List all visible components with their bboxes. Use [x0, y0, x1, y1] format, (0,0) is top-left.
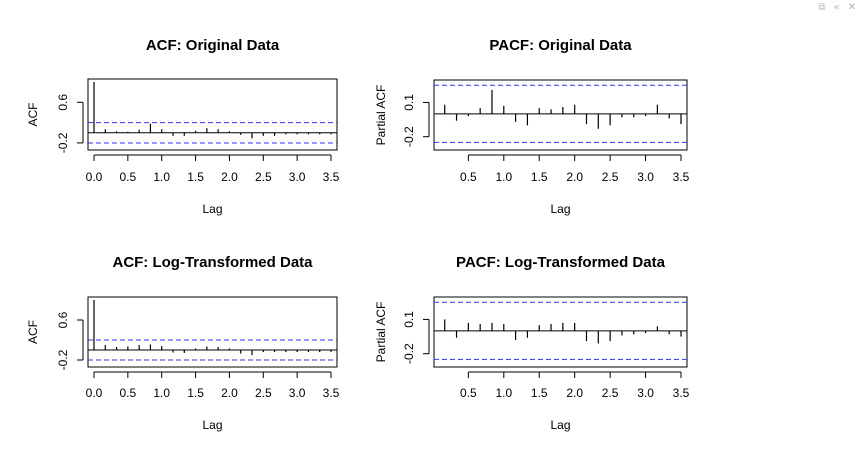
- acf-log-x-tick-label: 2.0: [221, 386, 238, 400]
- pacf-log-x-tick-label: 2.5: [602, 386, 619, 400]
- pacf-log-x-tick-label: 3.0: [637, 386, 654, 400]
- acf-original-x-tick-label: 0.0: [86, 170, 103, 184]
- acf-log-panel: ACF: Log-Transformed Data 0.0 0.5 1.0 1.5 2.0…: [26, 254, 340, 432]
- acf-log-y-tick-label: -0.2: [56, 349, 70, 370]
- pacf-log-x-tick-label: 2.0: [566, 386, 583, 400]
- acf-original-x-tick-label: 2.0: [221, 170, 238, 184]
- pacf-original-x-tick-label: 2.0: [566, 170, 583, 184]
- acf-log-x-tick-label: 3.0: [289, 386, 306, 400]
- acf-original-panel: ACF: Original Data 0.0 0.5 1.0 1.5 2.0 2.5 3.0 3…: [26, 37, 340, 216]
- pacf-log-y-tick-label: -0.2: [402, 343, 416, 364]
- pacf-original-x-tick-label: 1.5: [531, 170, 548, 184]
- pacf-log-x-tick-label: 1.5: [531, 386, 548, 400]
- pacf-original-x-tick-label: 2.5: [602, 170, 619, 184]
- acf-log-y-tick-label: 0.6: [56, 311, 70, 328]
- acf-original-frame: [87, 78, 338, 151]
- pacf-log-x-tick-label: 1.0: [495, 386, 512, 400]
- acf-original-x-tick-label: 3.5: [323, 170, 340, 184]
- acf-log-frame: [87, 296, 338, 368]
- pacf-original-x-tick-label: 0.5: [460, 170, 477, 184]
- pacf-original-x-tick-label: 3.0: [637, 170, 654, 184]
- acf-original-x-tick-label: 0.5: [120, 170, 137, 184]
- acf-original-x-tick-label: 1.0: [153, 170, 170, 184]
- acf-log-x-tick-label: 1.5: [187, 386, 204, 400]
- acf-original-x-tick-label: 1.5: [187, 170, 204, 184]
- acf-original-x-tick-label: 2.5: [255, 170, 272, 184]
- pacf-original-x-tick-label: 1.0: [495, 170, 512, 184]
- pacf-original-title: PACF: Original Data: [489, 37, 632, 54]
- acf-log-x-tick-label: 1.0: [153, 386, 170, 400]
- pacf-original-x-label: Lag: [550, 202, 570, 216]
- acf-original-y-tick-label: -0.2: [56, 132, 70, 153]
- pacf-log-panel: PACF: Log-Transformed Data 0.5 1.0 1.5 2.0 2.…: [374, 254, 690, 432]
- acf-log-x-tick-label: 0.0: [86, 386, 103, 400]
- pacf-log-frame: [433, 296, 688, 368]
- acf-log-x-tick-label: 3.5: [323, 386, 340, 400]
- acf-original-title: ACF: Original Data: [146, 37, 280, 54]
- acf-log-x-tick-label: 2.5: [255, 386, 272, 400]
- pacf-original-y-tick-label: 0.1: [402, 94, 416, 111]
- pacf-original-y-tick-label: -0.2: [402, 126, 416, 147]
- pacf-original-panel: PACF: Original Data 0.5 1.0 1.5 2.0 2.5 3.0 3.5…: [374, 37, 690, 216]
- acf-original-y-label: ACF: [26, 103, 40, 127]
- pacf-original-frame: [433, 79, 688, 151]
- pacf-log-title: PACF: Log-Transformed Data: [456, 254, 666, 271]
- close-icon[interactable]: ✕: [847, 2, 856, 13]
- pacf-log-y-tick-label: 0.1: [402, 311, 416, 328]
- pacf-log-x-tick-label: 0.5: [460, 386, 477, 400]
- pacf-log-x-label: Lag: [550, 418, 570, 432]
- acf-original-y-tick-label: 0.6: [56, 94, 70, 111]
- pacf-original-x-tick-label: 3.5: [673, 170, 690, 184]
- pacf-original-y-label: Partial ACF: [374, 85, 388, 146]
- pacf-log-x-tick-label: 3.5: [673, 386, 690, 400]
- acf-log-title: ACF: Log-Transformed Data: [112, 254, 313, 271]
- acf-original-x-label: Lag: [202, 202, 222, 216]
- collapse-icon[interactable]: «: [833, 2, 840, 13]
- pacf-log-y-label: Partial ACF: [374, 302, 388, 363]
- acf-log-x-label: Lag: [202, 418, 222, 432]
- acf-log-x-tick-label: 0.5: [120, 386, 137, 400]
- copy-icon[interactable]: ⧉: [818, 2, 826, 13]
- plot-toolbar: ⧉ « ✕: [818, 0, 862, 16]
- acf-log-y-label: ACF: [26, 320, 40, 344]
- acf-original-x-tick-label: 3.0: [289, 170, 306, 184]
